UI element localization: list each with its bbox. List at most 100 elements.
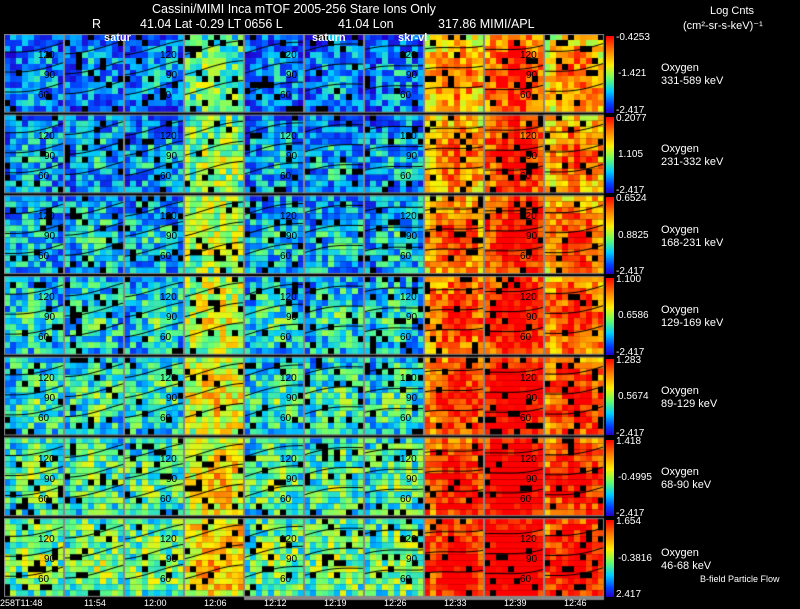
energy-label: 331-589 keV [661,75,724,88]
contour-label: 120 [280,130,297,142]
colorbar [606,278,614,355]
contour-label: 90 [166,70,178,81]
contour-label: 60 [38,90,50,101]
bfield-note: B-field Particle Flow [700,574,780,584]
contour-label: 120 [38,50,55,61]
colorbar [606,358,614,436]
colorbar-min: -2.417 [616,104,645,116]
contour-label: 90 [166,312,178,324]
species-label: Oxygen [661,62,699,75]
contour-label: 60 [160,412,172,424]
contour-label: 60 [38,412,50,424]
contour-label: 120 [38,130,55,142]
time-tick-label: 12:06 [204,598,227,608]
panel-tag-skr: skr-vl [398,32,428,44]
contour-label: 120 [520,292,537,304]
colorbar [606,116,614,194]
contour-label: 60 [160,574,172,586]
colorbar-max: -0.4253 [616,32,650,43]
contour-label: 120 [520,130,537,142]
lon-readout: 41.04 Lon [338,17,394,31]
contour-label: 60 [520,332,532,344]
time-tick-label: 12:12 [264,598,287,608]
contour-label: 120 [400,372,417,384]
contour-label: 90 [526,312,538,324]
contour-label: 60 [38,574,50,586]
contour-label: 60 [520,493,532,505]
contour-label: 90 [166,473,178,485]
contour-label: 90 [526,554,538,566]
contour-label: 90 [406,554,418,566]
contour-label: 120 [160,50,177,61]
energy-label: 168-231 keV [661,236,724,249]
mimi-readout: 317.86 MIMI/APL [438,17,535,31]
colorbar-max: 0.6524 [616,193,647,205]
contour-label: 120 [520,534,537,546]
species-label: Oxygen [661,465,699,478]
contour-label: 90 [286,231,298,243]
units-label-line1: Log Cnts [710,5,755,17]
colorbar-max: 0.2077 [616,112,647,124]
contour-label: 60 [400,170,412,182]
colorbar [606,520,614,597]
time-tick-label: 12:39 [504,598,527,608]
contour-label: 90 [406,70,418,81]
colorbar [606,36,614,113]
contour-label: 60 [400,251,412,263]
colorbar-max: 1.654 [616,516,642,528]
time-tick-label: 258T11:48 [0,598,43,608]
panel-tag-saturn: saturn [312,32,346,44]
contour-label: 120 [280,372,297,384]
contour-label: 90 [166,231,178,243]
contour-label: 60 [38,251,50,263]
contour-label: 90 [526,231,538,243]
contour-label: 60 [38,170,50,182]
colorbar-mid: -1.421 [618,68,647,80]
panel-tag-satur: satur [104,32,131,44]
contour-label: 90 [286,554,298,566]
contour-label: 120 [280,453,297,465]
contour-label: 120 [280,211,297,223]
contour-label: 60 [160,170,172,182]
contour-label: 120 [400,534,417,546]
colorbar-min: -2.417 [616,266,645,278]
contour-label: 120 [400,50,417,61]
contour-label: 120 [160,292,177,304]
contour-label: 120 [400,453,417,465]
time-tick-label: 12:46 [564,598,587,608]
colorbar [606,439,614,517]
contour-label: 120 [520,372,537,384]
colorbar-min: -2.417 [616,427,645,439]
colorbar-mid: 0.5674 [618,391,649,403]
contour-label: 90 [526,70,538,81]
colorbar-min: -2.417 [616,346,645,358]
contour-label: 90 [44,392,56,404]
contour-label: 60 [160,493,172,505]
energy-label: 89-129 keV [661,398,718,411]
contour-label: 120 [38,372,55,384]
time-tick-label: 12:26 [384,598,407,608]
contour-label: 60 [280,332,292,344]
units-label-line2: (cm²-sr-s-keV)⁻¹ [683,20,763,32]
contour-label: 120 [160,453,177,465]
contour-label: 90 [526,473,538,485]
time-tick-label: 12:19 [324,598,347,608]
contour-label: 60 [520,251,532,263]
contour-label: 90 [44,473,56,485]
contour-label: 60 [400,574,412,586]
contour-label: 90 [286,312,298,324]
contour-label: 120 [280,534,297,546]
contour-label: 60 [280,90,292,101]
colorbar [606,197,614,275]
contour-label: 60 [160,332,172,344]
species-label: Oxygen [661,385,699,398]
colorbar-max: 1.283 [616,354,642,366]
colorbar-mid: 0.8825 [618,229,649,241]
contour-label: 120 [280,50,297,61]
species-label: Oxygen [661,304,699,317]
contour-label: 90 [44,70,56,81]
contour-label: 90 [406,473,418,485]
contour-label: 60 [160,251,172,263]
colorbar-mid: -0.3816 [618,552,652,564]
